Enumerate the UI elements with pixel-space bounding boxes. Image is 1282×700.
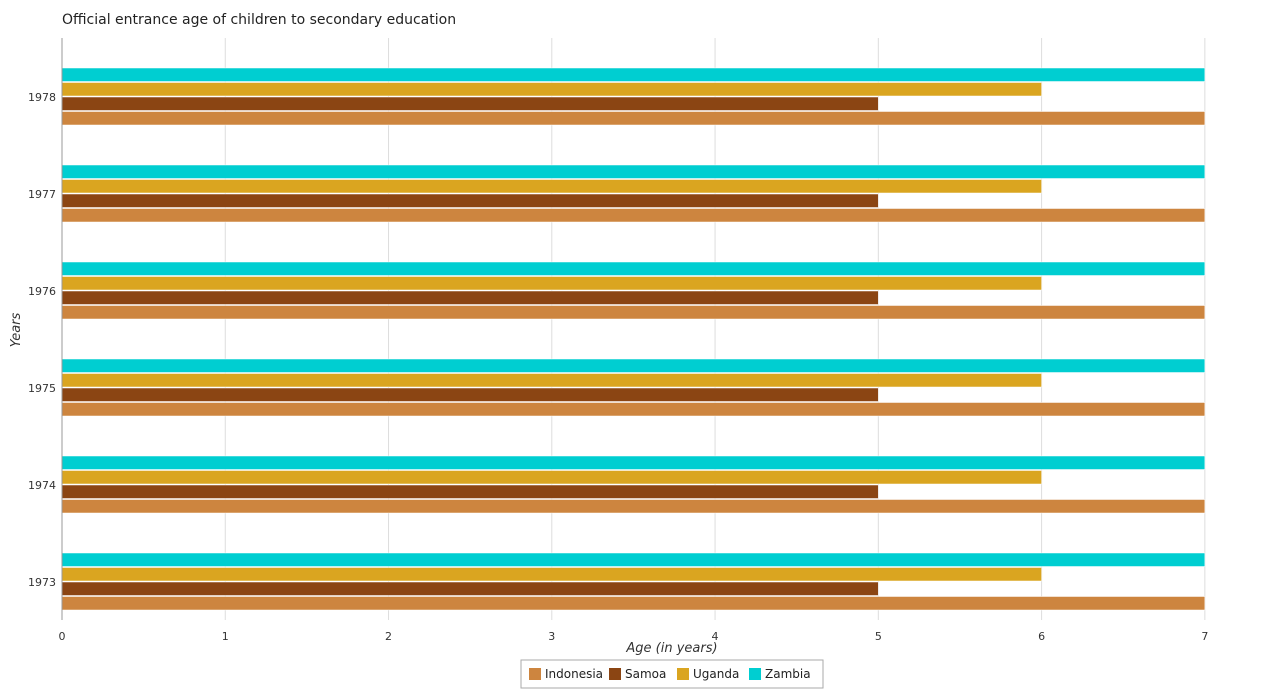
y-tick-label: 1978 bbox=[28, 91, 56, 104]
x-tick-label: 5 bbox=[875, 630, 882, 643]
legend-swatch-uganda bbox=[677, 668, 689, 680]
legend-swatch-indonesia bbox=[529, 668, 541, 680]
bar-uganda-1973 bbox=[61, 567, 1042, 582]
bars bbox=[61, 67, 1206, 611]
bar-samoa-1978 bbox=[61, 96, 879, 111]
bar-samoa-1977 bbox=[61, 193, 879, 208]
y-tick-label: 1975 bbox=[28, 382, 56, 395]
bar-indonesia-1978 bbox=[61, 111, 1206, 126]
bar-zambia-1978 bbox=[61, 67, 1206, 82]
y-axis-ticks: 1973 1974 1975 1976 1977 1978 bbox=[28, 91, 56, 589]
legend-box bbox=[520, 659, 824, 689]
legend: Indonesia Samoa Uganda Zambia bbox=[520, 659, 824, 689]
bar-zambia-1974 bbox=[61, 455, 1206, 470]
x-tick-label: 4 bbox=[712, 630, 719, 643]
bar-indonesia-1977 bbox=[61, 208, 1206, 223]
bar-indonesia-1973 bbox=[61, 596, 1206, 611]
bar-samoa-1974 bbox=[61, 484, 879, 499]
y-axis-label: Years bbox=[9, 312, 24, 347]
legend-swatch-zambia bbox=[749, 668, 761, 680]
legend-label-samoa: Samoa bbox=[625, 667, 666, 681]
legend-label-zambia: Zambia bbox=[765, 667, 811, 681]
bar-zambia-1973 bbox=[61, 552, 1206, 567]
y-tick-label: 1977 bbox=[28, 188, 56, 201]
bar-samoa-1976 bbox=[61, 290, 879, 305]
y-tick-label: 1974 bbox=[28, 479, 56, 492]
y-tick-label: 1973 bbox=[28, 576, 56, 589]
bar-zambia-1976 bbox=[61, 261, 1206, 276]
bar-indonesia-1975 bbox=[61, 402, 1206, 417]
x-tick-label: 7 bbox=[1201, 630, 1208, 643]
legend-label-indonesia: Indonesia bbox=[545, 667, 603, 681]
gridlines bbox=[61, 38, 1206, 620]
bar-uganda-1978 bbox=[61, 82, 1042, 97]
x-axis-label: Age (in years) bbox=[625, 641, 717, 656]
bar-uganda-1977 bbox=[61, 179, 1042, 194]
x-tick-label: 2 bbox=[385, 630, 392, 643]
bar-samoa-1973 bbox=[61, 581, 879, 596]
bar-indonesia-1976 bbox=[61, 305, 1206, 320]
bar-samoa-1975 bbox=[61, 387, 879, 402]
legend-label-uganda: Uganda bbox=[693, 667, 739, 681]
x-tick-label: 3 bbox=[548, 630, 555, 643]
bar-uganda-1975 bbox=[61, 373, 1042, 388]
y-tick-label: 1976 bbox=[28, 285, 56, 298]
x-tick-label: 1 bbox=[222, 630, 229, 643]
bar-zambia-1977 bbox=[61, 164, 1206, 179]
legend-swatch-samoa bbox=[609, 668, 621, 680]
bar-uganda-1976 bbox=[61, 276, 1042, 291]
bar-indonesia-1974 bbox=[61, 499, 1206, 514]
x-axis-ticks: 0 1 2 3 4 5 6 7 bbox=[59, 630, 1209, 643]
chart-title: Official entrance age of children to sec… bbox=[62, 12, 456, 28]
x-tick-label: 0 bbox=[59, 630, 66, 643]
x-tick-label: 6 bbox=[1038, 630, 1045, 643]
bar-uganda-1974 bbox=[61, 470, 1042, 485]
bar-zambia-1975 bbox=[61, 358, 1206, 373]
